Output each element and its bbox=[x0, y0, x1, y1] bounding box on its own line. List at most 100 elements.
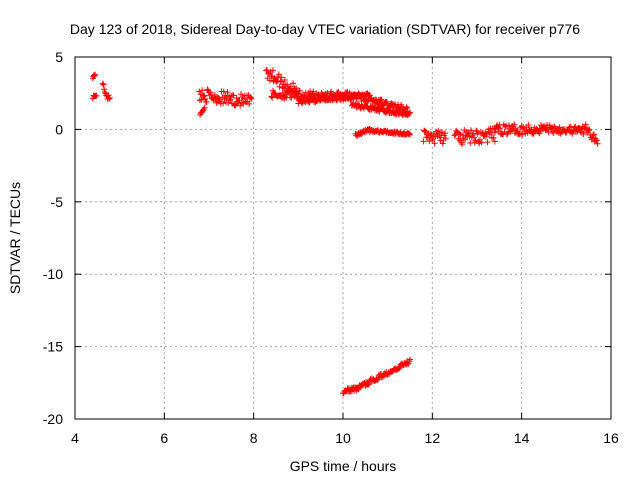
data-point bbox=[497, 125, 504, 132]
data-point bbox=[439, 129, 446, 136]
data-point bbox=[365, 381, 372, 388]
data-point bbox=[246, 94, 253, 101]
data-point bbox=[275, 71, 282, 78]
data-point bbox=[227, 96, 234, 103]
data-point bbox=[525, 122, 532, 129]
x-tick-label: 4 bbox=[71, 430, 79, 446]
data-point bbox=[441, 130, 448, 137]
data-point bbox=[196, 88, 203, 95]
y-tick-label: -5 bbox=[51, 194, 64, 210]
data-point bbox=[471, 134, 478, 141]
data-point bbox=[287, 83, 294, 90]
data-point bbox=[237, 91, 244, 98]
data-point bbox=[100, 81, 107, 88]
data-point bbox=[470, 130, 477, 137]
data-point bbox=[276, 83, 283, 90]
data-point bbox=[93, 92, 100, 99]
data-point bbox=[519, 131, 526, 138]
data-point bbox=[426, 138, 433, 145]
data-point bbox=[482, 129, 489, 136]
data-point bbox=[278, 74, 285, 81]
data-point bbox=[403, 104, 410, 111]
data-point bbox=[482, 133, 489, 140]
data-point bbox=[203, 98, 210, 105]
data-point bbox=[105, 92, 112, 99]
data-point bbox=[366, 94, 373, 101]
data-point bbox=[478, 139, 485, 146]
data-point bbox=[404, 104, 411, 111]
data-point bbox=[468, 127, 475, 134]
x-axis-label: GPS time / hours bbox=[290, 458, 397, 474]
data-point bbox=[269, 67, 276, 74]
data-point bbox=[199, 87, 206, 94]
y-tick-label: -15 bbox=[43, 339, 63, 355]
data-point bbox=[594, 140, 601, 147]
data-point bbox=[355, 90, 362, 97]
data-point bbox=[589, 134, 596, 141]
data-point bbox=[238, 99, 245, 106]
data-point bbox=[324, 89, 331, 96]
data-point bbox=[573, 128, 580, 135]
data-point bbox=[585, 127, 592, 134]
data-point bbox=[459, 141, 466, 148]
data-point bbox=[384, 106, 391, 113]
y-tick-label: 0 bbox=[55, 121, 63, 137]
data-point bbox=[395, 366, 402, 373]
x-tick-label: 8 bbox=[250, 430, 258, 446]
data-point bbox=[334, 89, 341, 96]
data-point bbox=[92, 71, 99, 78]
data-point bbox=[378, 97, 385, 104]
data-point bbox=[282, 91, 289, 98]
y-axis-label: SDTVAR / TECUs bbox=[7, 182, 23, 294]
data-point bbox=[106, 94, 113, 101]
data-point bbox=[198, 96, 205, 103]
data-point bbox=[498, 130, 505, 137]
data-point bbox=[295, 90, 302, 97]
data-point bbox=[555, 125, 562, 132]
data-point bbox=[377, 96, 384, 103]
data-point bbox=[407, 131, 413, 138]
data-point bbox=[490, 134, 497, 141]
data-point bbox=[472, 137, 479, 144]
data-point bbox=[456, 130, 463, 137]
data-point bbox=[106, 95, 113, 102]
data-point bbox=[99, 80, 106, 87]
data-point bbox=[306, 99, 313, 106]
data-point bbox=[200, 107, 207, 114]
data-point bbox=[507, 128, 514, 135]
data-point bbox=[506, 122, 513, 129]
data-point bbox=[246, 100, 253, 107]
data-point bbox=[224, 89, 231, 96]
x-tick-label: 6 bbox=[160, 430, 168, 446]
data-point bbox=[266, 77, 273, 84]
data-point bbox=[405, 130, 412, 137]
data-point bbox=[240, 95, 247, 102]
data-point bbox=[285, 87, 292, 94]
data-point bbox=[404, 112, 411, 119]
data-point bbox=[290, 80, 297, 87]
y-tick-label: 5 bbox=[55, 49, 63, 65]
data-point bbox=[491, 138, 498, 145]
data-point bbox=[263, 66, 270, 73]
data-point bbox=[580, 131, 587, 138]
data-point bbox=[91, 72, 98, 79]
data-point bbox=[462, 136, 469, 143]
data-point bbox=[230, 92, 237, 99]
data-point bbox=[248, 95, 255, 102]
data-point bbox=[590, 132, 597, 139]
data-point bbox=[524, 129, 531, 136]
data-point bbox=[376, 100, 383, 107]
data-point bbox=[582, 121, 589, 128]
data-point bbox=[511, 121, 518, 128]
y-tick-label: -10 bbox=[43, 266, 63, 282]
data-point bbox=[273, 78, 280, 85]
data-point bbox=[453, 127, 460, 134]
data-point bbox=[380, 105, 387, 112]
data-point bbox=[593, 137, 600, 144]
data-point bbox=[201, 104, 208, 111]
data-point bbox=[407, 356, 413, 363]
y-axis-ticks: 5 0 -5 -10 -15 -20 bbox=[43, 49, 611, 427]
data-point bbox=[431, 140, 438, 147]
data-point bbox=[269, 94, 276, 101]
